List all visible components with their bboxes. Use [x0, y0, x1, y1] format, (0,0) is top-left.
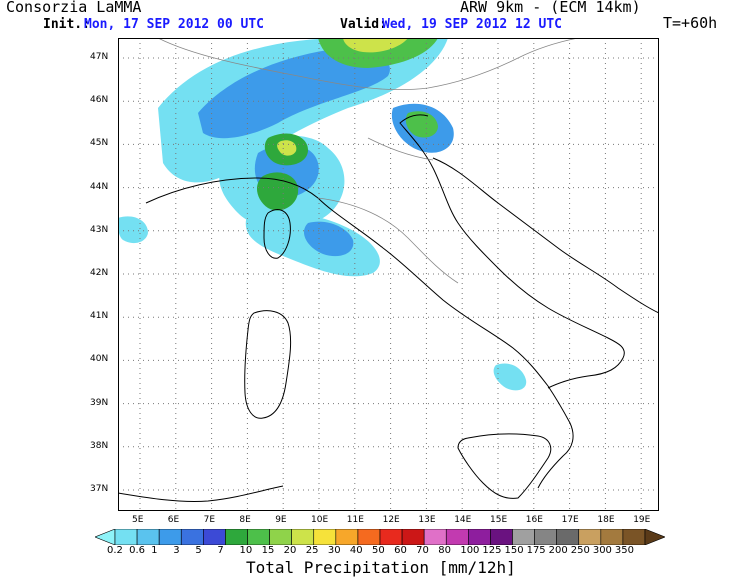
lat-label: 37N: [90, 484, 109, 494]
colorbar-label: 50: [372, 545, 385, 556]
lat-label: 39N: [90, 397, 109, 408]
graticule: [118, 38, 659, 511]
colorbar-label: 70: [416, 545, 429, 556]
colorbar-swatch: [158, 529, 182, 545]
lon-label: 10E: [311, 515, 329, 525]
colorbar-label: 350: [614, 545, 634, 556]
lon-label: 12E: [382, 515, 400, 525]
colorbar-title: Total Precipitation [mm/12h]: [246, 558, 516, 577]
colorbar-swatch: [512, 529, 535, 545]
model-title: ARW 9km - (ECM 14km): [460, 0, 641, 16]
colorbar-label: 175: [526, 545, 546, 556]
colorbar-swatch: [225, 529, 248, 545]
colorbar-swatch: [423, 529, 447, 545]
lat-label: 41N: [90, 311, 109, 322]
colorbar-label: 25: [305, 545, 319, 556]
colorbar-swatch: [136, 529, 160, 545]
lon-label: 15E: [490, 515, 508, 525]
colorbar-swatch: [291, 529, 315, 545]
lon-label: 16E: [525, 515, 543, 525]
lat-label: 38N: [90, 440, 109, 451]
init-date: Mon, 17 SEP 2012 00 UTC: [84, 17, 265, 32]
lon-label: 7E: [203, 515, 216, 525]
lat-label: 45N: [90, 138, 109, 149]
precipitation-colorbar: [95, 529, 665, 545]
colorbar-label: 200: [548, 545, 568, 556]
lon-label: 18E: [597, 515, 615, 525]
lat-label: 42N: [90, 268, 109, 278]
map-frame: [118, 38, 659, 511]
colorbar-label: 300: [592, 545, 612, 556]
colorbar-swatch: [578, 529, 602, 545]
colorbar-label: 40: [349, 545, 363, 556]
colorbar-label: 10: [239, 545, 253, 556]
colorbar-swatch: [357, 529, 381, 545]
valid-label: Valid:: [340, 17, 387, 32]
lon-label: 5E: [132, 515, 144, 525]
lat-label: 43N: [90, 224, 109, 235]
colorbar-label: 0.2: [107, 545, 123, 556]
forecast-step: T=+60h: [663, 14, 718, 32]
colorbar-label: 250: [570, 545, 590, 556]
lon-label: 8E: [239, 515, 251, 525]
country-borders: [157, 38, 579, 284]
lon-label: 19E: [633, 515, 651, 525]
colorbar-swatch: [556, 529, 580, 545]
colorbar-swatch: [600, 529, 624, 545]
org-title: Consorzia LaMMA: [6, 0, 142, 16]
coastlines: [118, 114, 659, 502]
colorbar-swatch: [644, 529, 665, 545]
lon-label: 6E: [167, 515, 180, 525]
colorbar-swatch: [203, 529, 226, 545]
colorbar-swatch: [534, 529, 557, 545]
colorbar-label: 80: [438, 545, 451, 556]
lon-label: 11E: [346, 515, 364, 525]
precipitation-map: [118, 38, 659, 511]
init-label: Init.:: [43, 17, 90, 32]
colorbar-swatch: [468, 529, 491, 545]
colorbar-swatch: [313, 529, 337, 545]
colorbar-label: 20: [283, 545, 297, 556]
lon-label: 14E: [454, 515, 472, 525]
colorbar-swatch: [401, 529, 425, 545]
colorbar-label: 7: [217, 545, 224, 556]
colorbar-swatch: [95, 529, 116, 545]
precipitation-field: [118, 38, 527, 391]
valid-date: Wed, 19 SEP 2012 12 UTC: [382, 17, 563, 32]
colorbar-swatch: [269, 529, 292, 545]
colorbar-swatch: [490, 529, 513, 545]
colorbar-label: 150: [504, 545, 524, 556]
lat-label: 40N: [90, 354, 109, 365]
colorbar-label: 60: [394, 545, 407, 556]
lat-label: 47N: [90, 52, 109, 62]
colorbar-label: 5: [195, 545, 202, 556]
colorbar-swatch: [247, 529, 270, 545]
colorbar-swatch: [180, 529, 204, 545]
lon-label: 9E: [275, 515, 287, 525]
colorbar-label: 0.6: [129, 545, 145, 556]
lon-label: 13E: [418, 515, 436, 525]
colorbar-swatch: [114, 529, 138, 545]
colorbar-label: 125: [482, 545, 502, 556]
lon-label: 17E: [561, 515, 579, 525]
colorbar-label: 100: [460, 545, 480, 556]
colorbar-label: 30: [327, 545, 341, 556]
colorbar-swatch: [379, 529, 403, 545]
colorbar-label: 3: [173, 545, 180, 556]
colorbar-swatch: [335, 529, 359, 545]
colorbar-label: 1: [151, 545, 158, 556]
colorbar-label: 15: [261, 545, 275, 556]
colorbar-swatch: [445, 529, 469, 545]
colorbar-swatch: [622, 529, 646, 545]
lat-label: 44N: [90, 181, 109, 192]
lat-label: 46N: [90, 95, 109, 106]
